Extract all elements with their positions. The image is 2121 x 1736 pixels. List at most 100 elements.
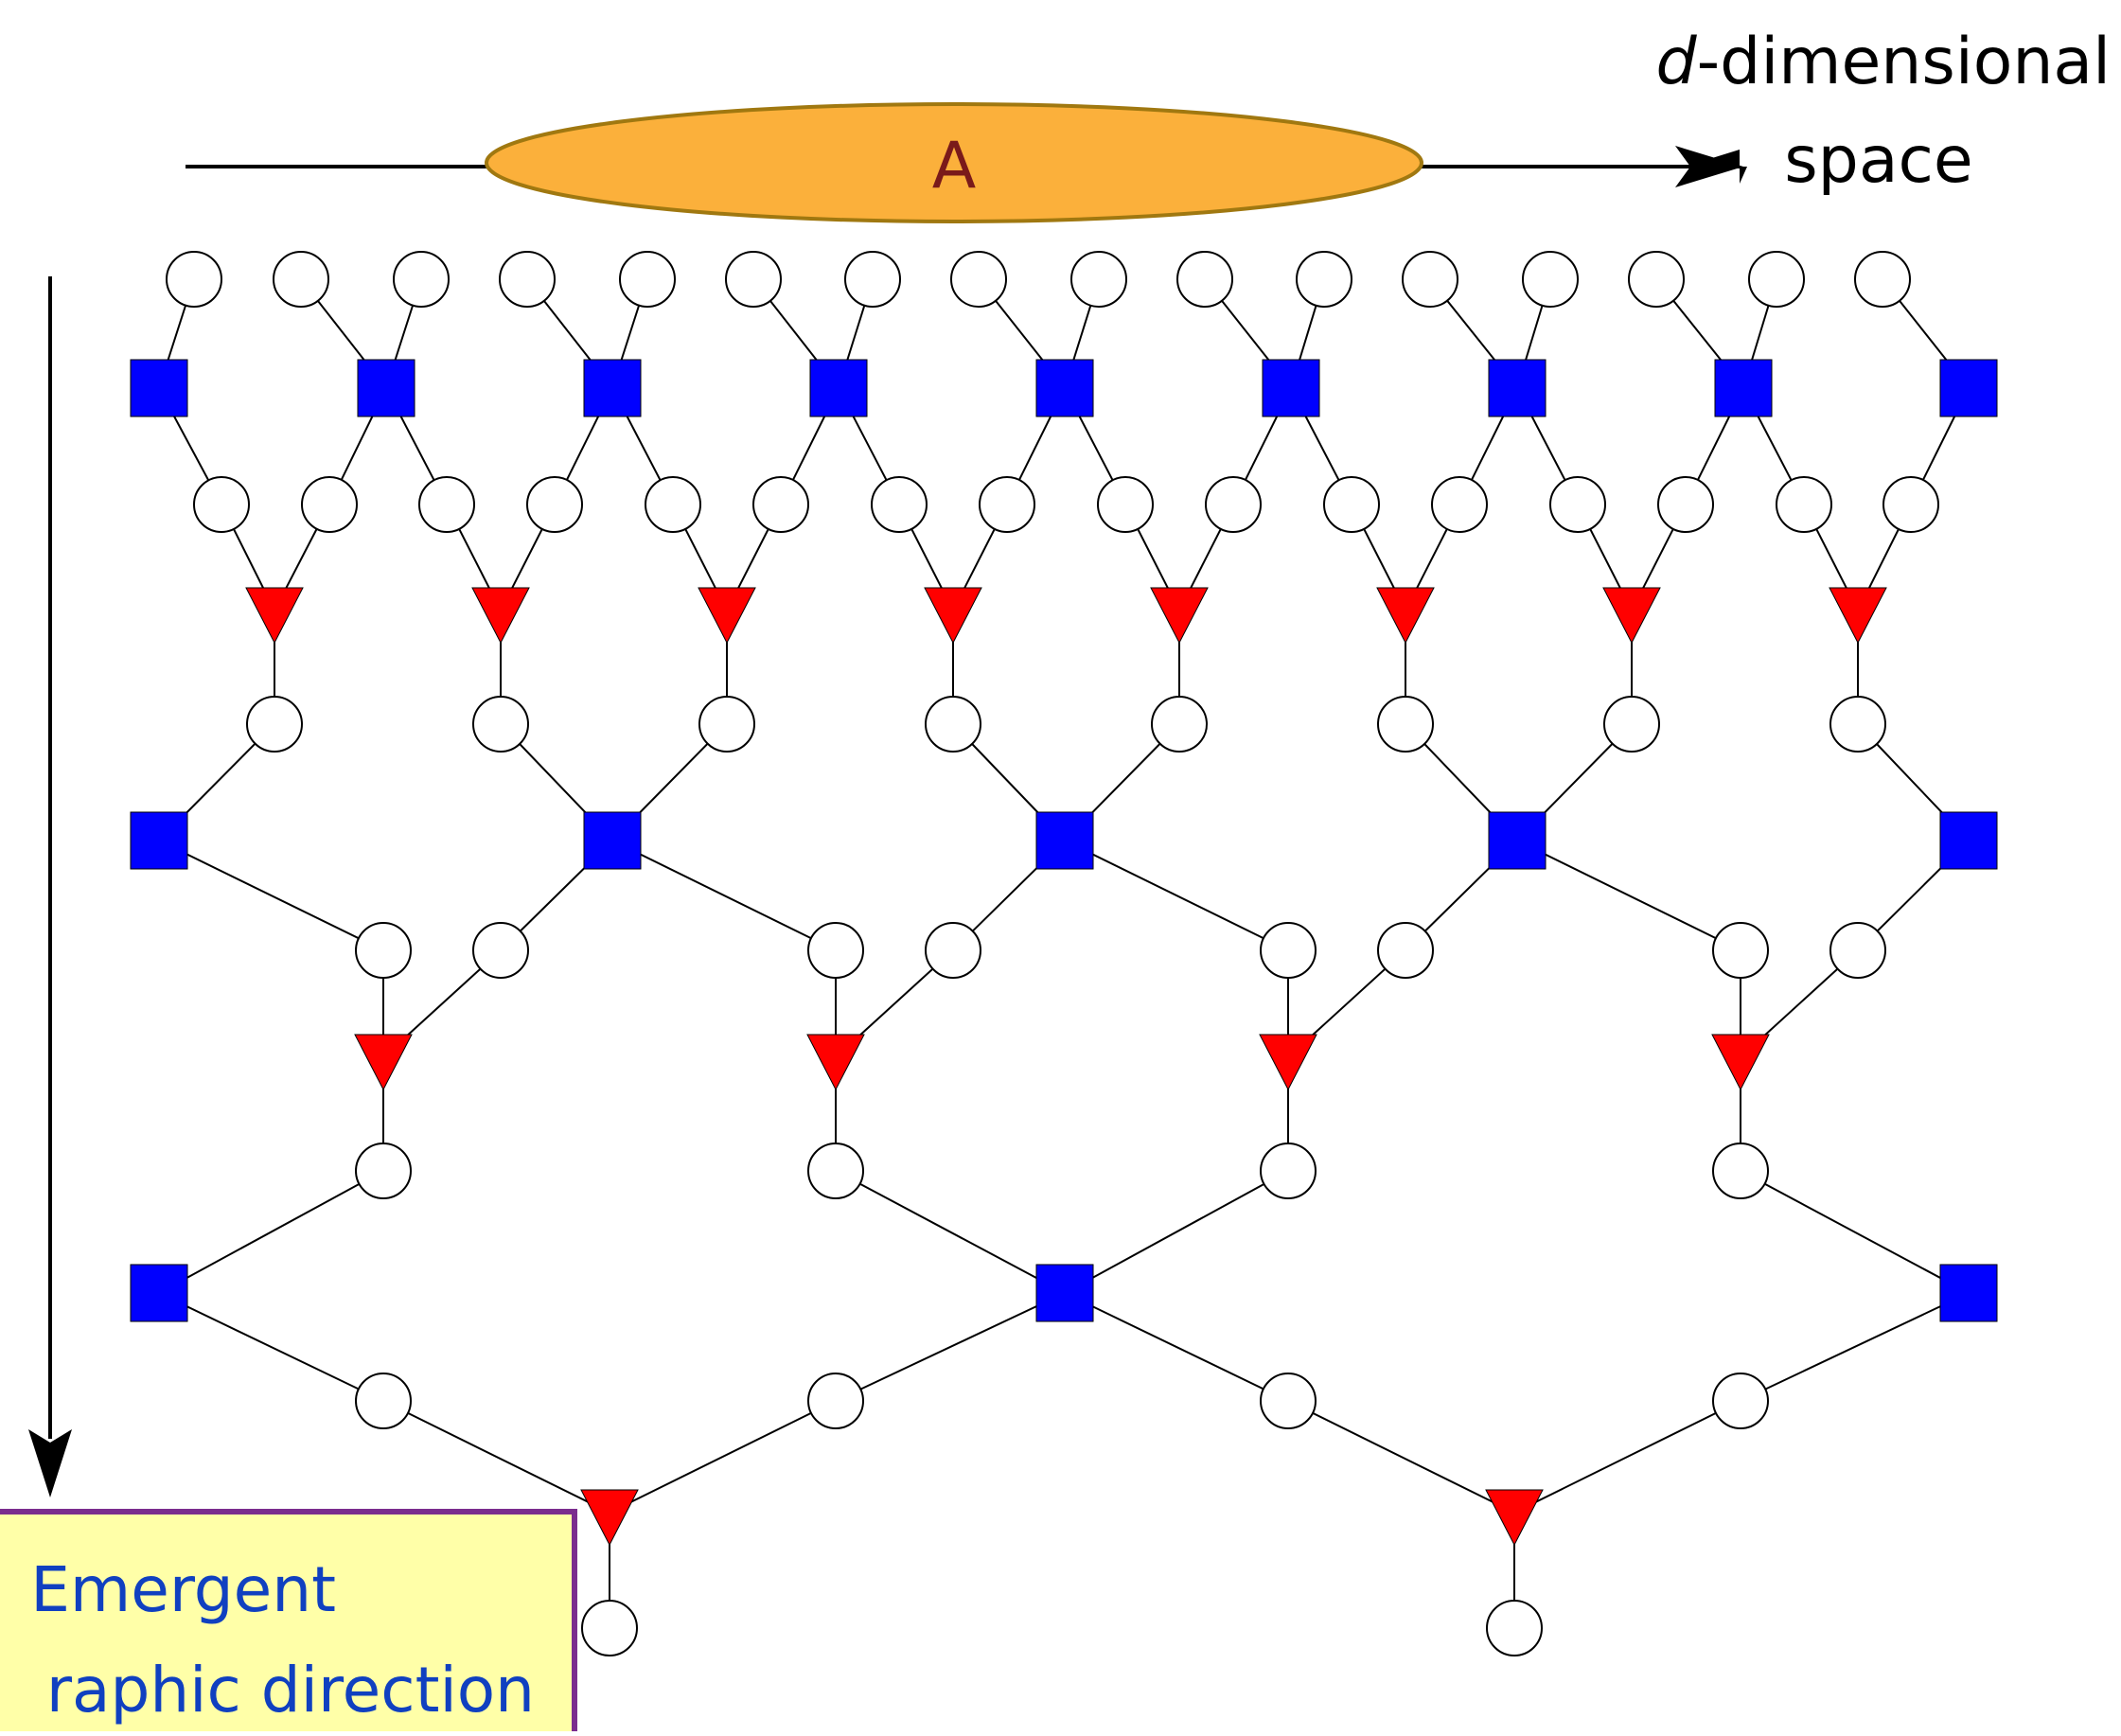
site-node bbox=[355, 922, 412, 979]
network-edge bbox=[611, 840, 837, 951]
site-node bbox=[472, 922, 529, 979]
isometry-node bbox=[1376, 587, 1435, 645]
site-node bbox=[1260, 1143, 1317, 1199]
network-edge bbox=[835, 1170, 1066, 1294]
site-node bbox=[1070, 251, 1127, 308]
isometry-node bbox=[1829, 587, 1887, 645]
disentangler-node bbox=[1035, 359, 1094, 417]
network-edge bbox=[1064, 1292, 1289, 1402]
site-node bbox=[871, 476, 928, 533]
isometry-node bbox=[1602, 587, 1661, 645]
site-node bbox=[1603, 696, 1660, 753]
region-a-label: A bbox=[932, 129, 977, 204]
site-node bbox=[698, 696, 755, 753]
site-node bbox=[1712, 1143, 1769, 1199]
isometry-node bbox=[471, 587, 530, 645]
site-node bbox=[581, 1600, 638, 1656]
disentangler-node bbox=[130, 811, 188, 870]
site-node bbox=[979, 476, 1035, 533]
site-node bbox=[1431, 476, 1488, 533]
site-node bbox=[752, 476, 809, 533]
network-edge bbox=[1740, 1292, 1970, 1402]
site-node bbox=[1205, 476, 1262, 533]
site-node bbox=[1097, 476, 1154, 533]
disentangler-node bbox=[583, 811, 642, 870]
disentangler-node bbox=[1939, 1264, 1998, 1322]
disentangler-node bbox=[1939, 811, 1998, 870]
isometry-node bbox=[698, 587, 756, 645]
disentangler-node bbox=[1488, 359, 1547, 417]
disentangler-node bbox=[583, 359, 642, 417]
isometry-node bbox=[924, 587, 982, 645]
site-node bbox=[1776, 476, 1832, 533]
title-line1: d-dimensional bbox=[1655, 25, 2111, 99]
site-node bbox=[166, 251, 222, 308]
site-node bbox=[1323, 476, 1380, 533]
disentangler-node bbox=[1714, 359, 1773, 417]
site-node bbox=[393, 251, 450, 308]
site-node bbox=[1712, 922, 1769, 979]
site-node bbox=[1260, 1373, 1317, 1429]
site-node bbox=[355, 1373, 412, 1429]
site-node bbox=[1522, 251, 1579, 308]
isometry-node bbox=[1259, 1034, 1317, 1091]
isometry-node bbox=[245, 587, 304, 645]
site-node bbox=[1829, 696, 1886, 753]
site-node bbox=[1486, 1600, 1543, 1656]
site-node bbox=[1882, 476, 1939, 533]
site-node bbox=[1657, 476, 1714, 533]
emergent-direction-arrowhead bbox=[28, 1429, 72, 1497]
callout-line1: Emergent bbox=[30, 1553, 336, 1626]
site-node bbox=[418, 476, 475, 533]
isometry-node bbox=[806, 1034, 865, 1091]
site-node bbox=[499, 251, 556, 308]
network-edge bbox=[1740, 1170, 1970, 1294]
site-node bbox=[246, 696, 303, 753]
site-node bbox=[1748, 251, 1805, 308]
site-node bbox=[526, 476, 583, 533]
network-edge bbox=[1516, 840, 1741, 951]
emergent-direction-callout bbox=[0, 1509, 577, 1736]
callout-line2: raphic direction bbox=[46, 1654, 535, 1727]
network-edge bbox=[609, 1400, 837, 1514]
isometry-node bbox=[354, 1034, 413, 1091]
site-node bbox=[925, 922, 981, 979]
isometry-node bbox=[1711, 1034, 1770, 1091]
site-node bbox=[950, 251, 1007, 308]
site-node bbox=[1260, 922, 1317, 979]
network-edge bbox=[1064, 840, 1289, 951]
site-node bbox=[925, 696, 981, 753]
site-node bbox=[301, 476, 358, 533]
region-a-ellipse bbox=[485, 102, 1423, 223]
site-node bbox=[193, 476, 250, 533]
site-node bbox=[1829, 922, 1886, 979]
site-node bbox=[807, 922, 864, 979]
site-node bbox=[1628, 251, 1685, 308]
site-node bbox=[807, 1373, 864, 1429]
site-node bbox=[355, 1143, 412, 1199]
isometry-node bbox=[1485, 1489, 1544, 1547]
site-node bbox=[619, 251, 676, 308]
network-edge bbox=[158, 840, 384, 951]
network-edge bbox=[835, 1292, 1066, 1402]
isometry-node bbox=[1150, 587, 1209, 645]
site-node bbox=[807, 1143, 864, 1199]
site-node bbox=[472, 696, 529, 753]
isometry-node bbox=[580, 1489, 639, 1547]
network-edge bbox=[1287, 1400, 1515, 1514]
disentangler-node bbox=[1035, 811, 1094, 870]
disentangler-node bbox=[357, 359, 415, 417]
site-node bbox=[1402, 251, 1458, 308]
site-node bbox=[273, 251, 329, 308]
network-edge bbox=[158, 1170, 384, 1294]
disentangler-node bbox=[1262, 359, 1320, 417]
title-dimensional: -dimensional bbox=[1697, 25, 2111, 99]
disentangler-node bbox=[809, 359, 868, 417]
site-node bbox=[1176, 251, 1233, 308]
site-node bbox=[1377, 696, 1434, 753]
title-italic-d: d bbox=[1655, 25, 1697, 99]
site-node bbox=[725, 251, 782, 308]
site-node bbox=[1549, 476, 1606, 533]
network-nodes bbox=[130, 251, 1998, 1656]
